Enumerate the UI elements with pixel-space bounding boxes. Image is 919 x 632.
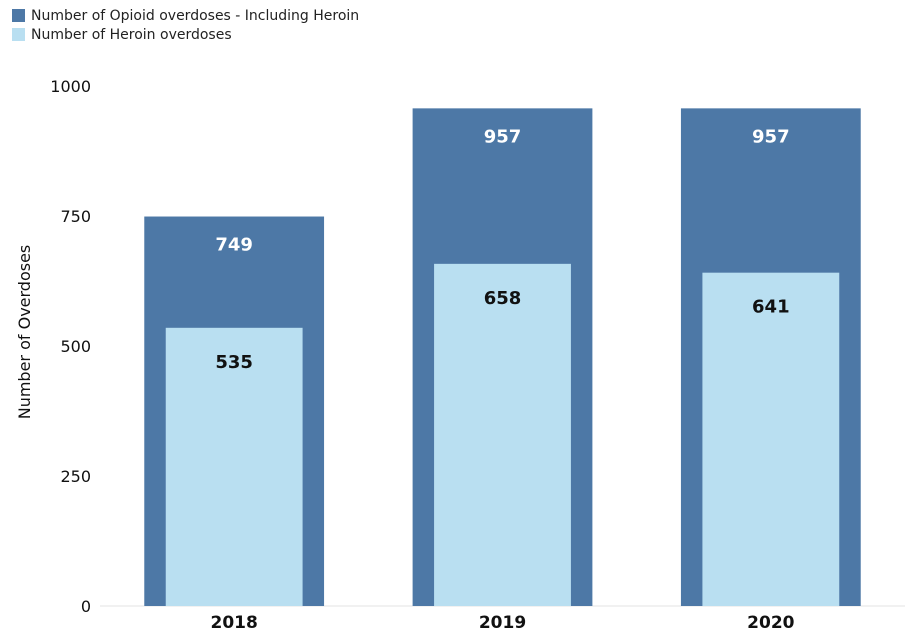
data-label-heroin-2019: 658	[484, 288, 522, 309]
y-tick-label: 0	[81, 597, 91, 616]
y-tick-label: 500	[60, 337, 91, 356]
legend-item-opioid: Number of Opioid overdoses - Including H…	[12, 6, 359, 25]
y-axis-ticks: 0 250 500 750 1000	[50, 77, 91, 616]
y-tick-label: 750	[60, 207, 91, 226]
legend-label-heroin: Number of Heroin overdoses	[31, 26, 232, 43]
legend-label-opioid: Number of Opioid overdoses - Including H…	[31, 7, 360, 24]
data-label-heroin-2020: 641	[752, 297, 790, 318]
data-label-opioid-2020: 957	[752, 126, 790, 147]
bar-heroin-2018	[165, 327, 303, 606]
y-tick-label: 250	[60, 467, 91, 486]
legend-swatch-opioid	[12, 9, 25, 22]
data-label-heroin-2018: 535	[215, 352, 253, 373]
bar-heroin-2019	[434, 263, 571, 606]
x-tick-label-2019: 2019	[479, 613, 526, 632]
y-tick-label: 1000	[50, 77, 91, 96]
bar-heroin-2020	[702, 272, 840, 606]
x-axis-ticks: 2018 2019 2020	[211, 613, 795, 632]
legend-swatch-heroin	[12, 28, 25, 41]
y-axis-label: Number of Overdoses	[15, 245, 34, 420]
x-tick-label-2020: 2020	[747, 613, 794, 632]
bars: 749 535 957 658 957 641	[100, 108, 905, 607]
legend-item-heroin: Number of Heroin overdoses	[12, 25, 359, 44]
data-label-opioid-2019: 957	[484, 126, 522, 147]
legend: Number of Opioid overdoses - Including H…	[12, 6, 359, 44]
data-label-opioid-2018: 749	[215, 235, 253, 256]
x-tick-label-2018: 2018	[211, 613, 258, 632]
